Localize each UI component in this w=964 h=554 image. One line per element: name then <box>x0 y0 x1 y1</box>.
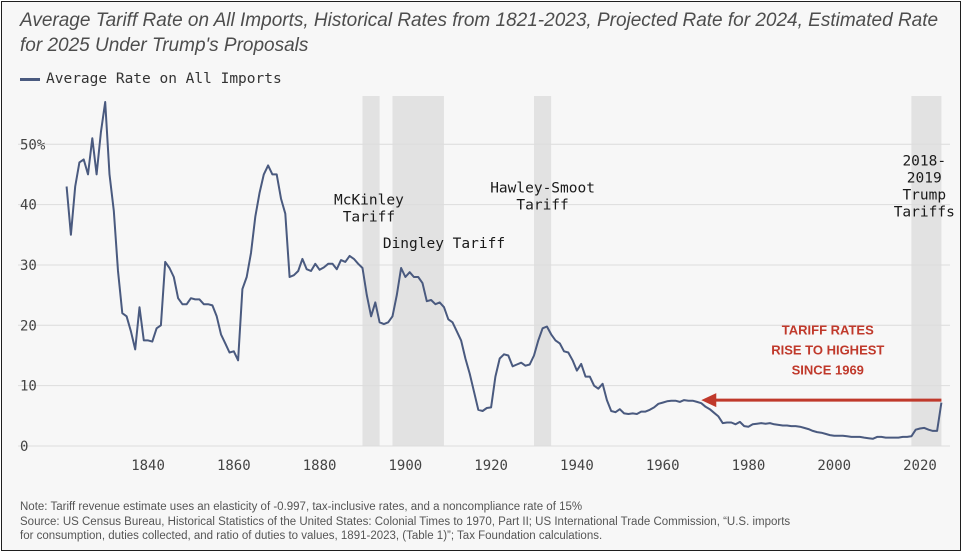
x-tick-label: 2000 <box>817 458 851 474</box>
x-tick-label: 1980 <box>732 458 766 474</box>
callout-arrow-head <box>701 393 717 408</box>
series-line-0 <box>65 101 943 440</box>
x-tick-label: 1860 <box>217 458 251 474</box>
x-tick-label: 1880 <box>303 458 337 474</box>
annotation-text-1: Dingley Tariff <box>383 236 505 252</box>
callout-text: SINCE 1969 <box>792 362 864 377</box>
annotation-text-3: 2018- <box>902 153 946 169</box>
annotation-text-2: Hawley-Smoot <box>490 181 595 197</box>
x-tick-label: 1840 <box>131 458 165 474</box>
y-tick-label: 40 <box>20 198 37 214</box>
x-tick-label: 2020 <box>903 458 937 474</box>
x-tick-label: 1940 <box>560 458 594 474</box>
source-line-continued: for consumption, duties collected, and r… <box>20 530 603 542</box>
legend-swatch <box>20 77 40 81</box>
annotation-text-3: Trump <box>902 187 946 203</box>
x-tick-label: 1920 <box>474 458 508 474</box>
chart-note: Note: Tariff revenue estimate uses an el… <box>20 500 955 544</box>
annotation-text-0: McKinley <box>334 193 404 209</box>
y-tick-label: 50% <box>20 137 46 153</box>
y-tick-label: 0 <box>20 439 28 455</box>
x-tick-label: 1960 <box>646 458 680 474</box>
chart-legend: Average Rate on All Imports <box>20 70 282 88</box>
chart-title: Average Tariff Rate on All Imports, Hist… <box>20 10 939 56</box>
source-line: Source: US Census Bureau, Historical Sta… <box>20 515 791 528</box>
annotation-text-3: Tariffs <box>894 204 955 220</box>
legend-label: Average Rate on All Imports <box>46 71 282 87</box>
annotation-text-0: Tariff <box>343 210 395 226</box>
annotation-text-2: Tariff <box>516 198 568 214</box>
callout-text: RISE TO HIGHEST <box>771 342 884 357</box>
shaded-period-3 <box>911 96 942 446</box>
callout-text: TARIFF RATES <box>782 322 874 337</box>
y-tick-label: 20 <box>20 318 37 334</box>
x-tick-label: 1900 <box>389 458 423 474</box>
y-tick-label: 30 <box>20 258 37 274</box>
annotation-text-3: 2019 <box>907 170 942 186</box>
note-line: Note: Tariff revenue estimate uses an el… <box>20 501 583 513</box>
y-tick-label: 10 <box>20 379 37 395</box>
shaded-period-2 <box>534 96 552 446</box>
shaded-period-0 <box>362 96 380 446</box>
